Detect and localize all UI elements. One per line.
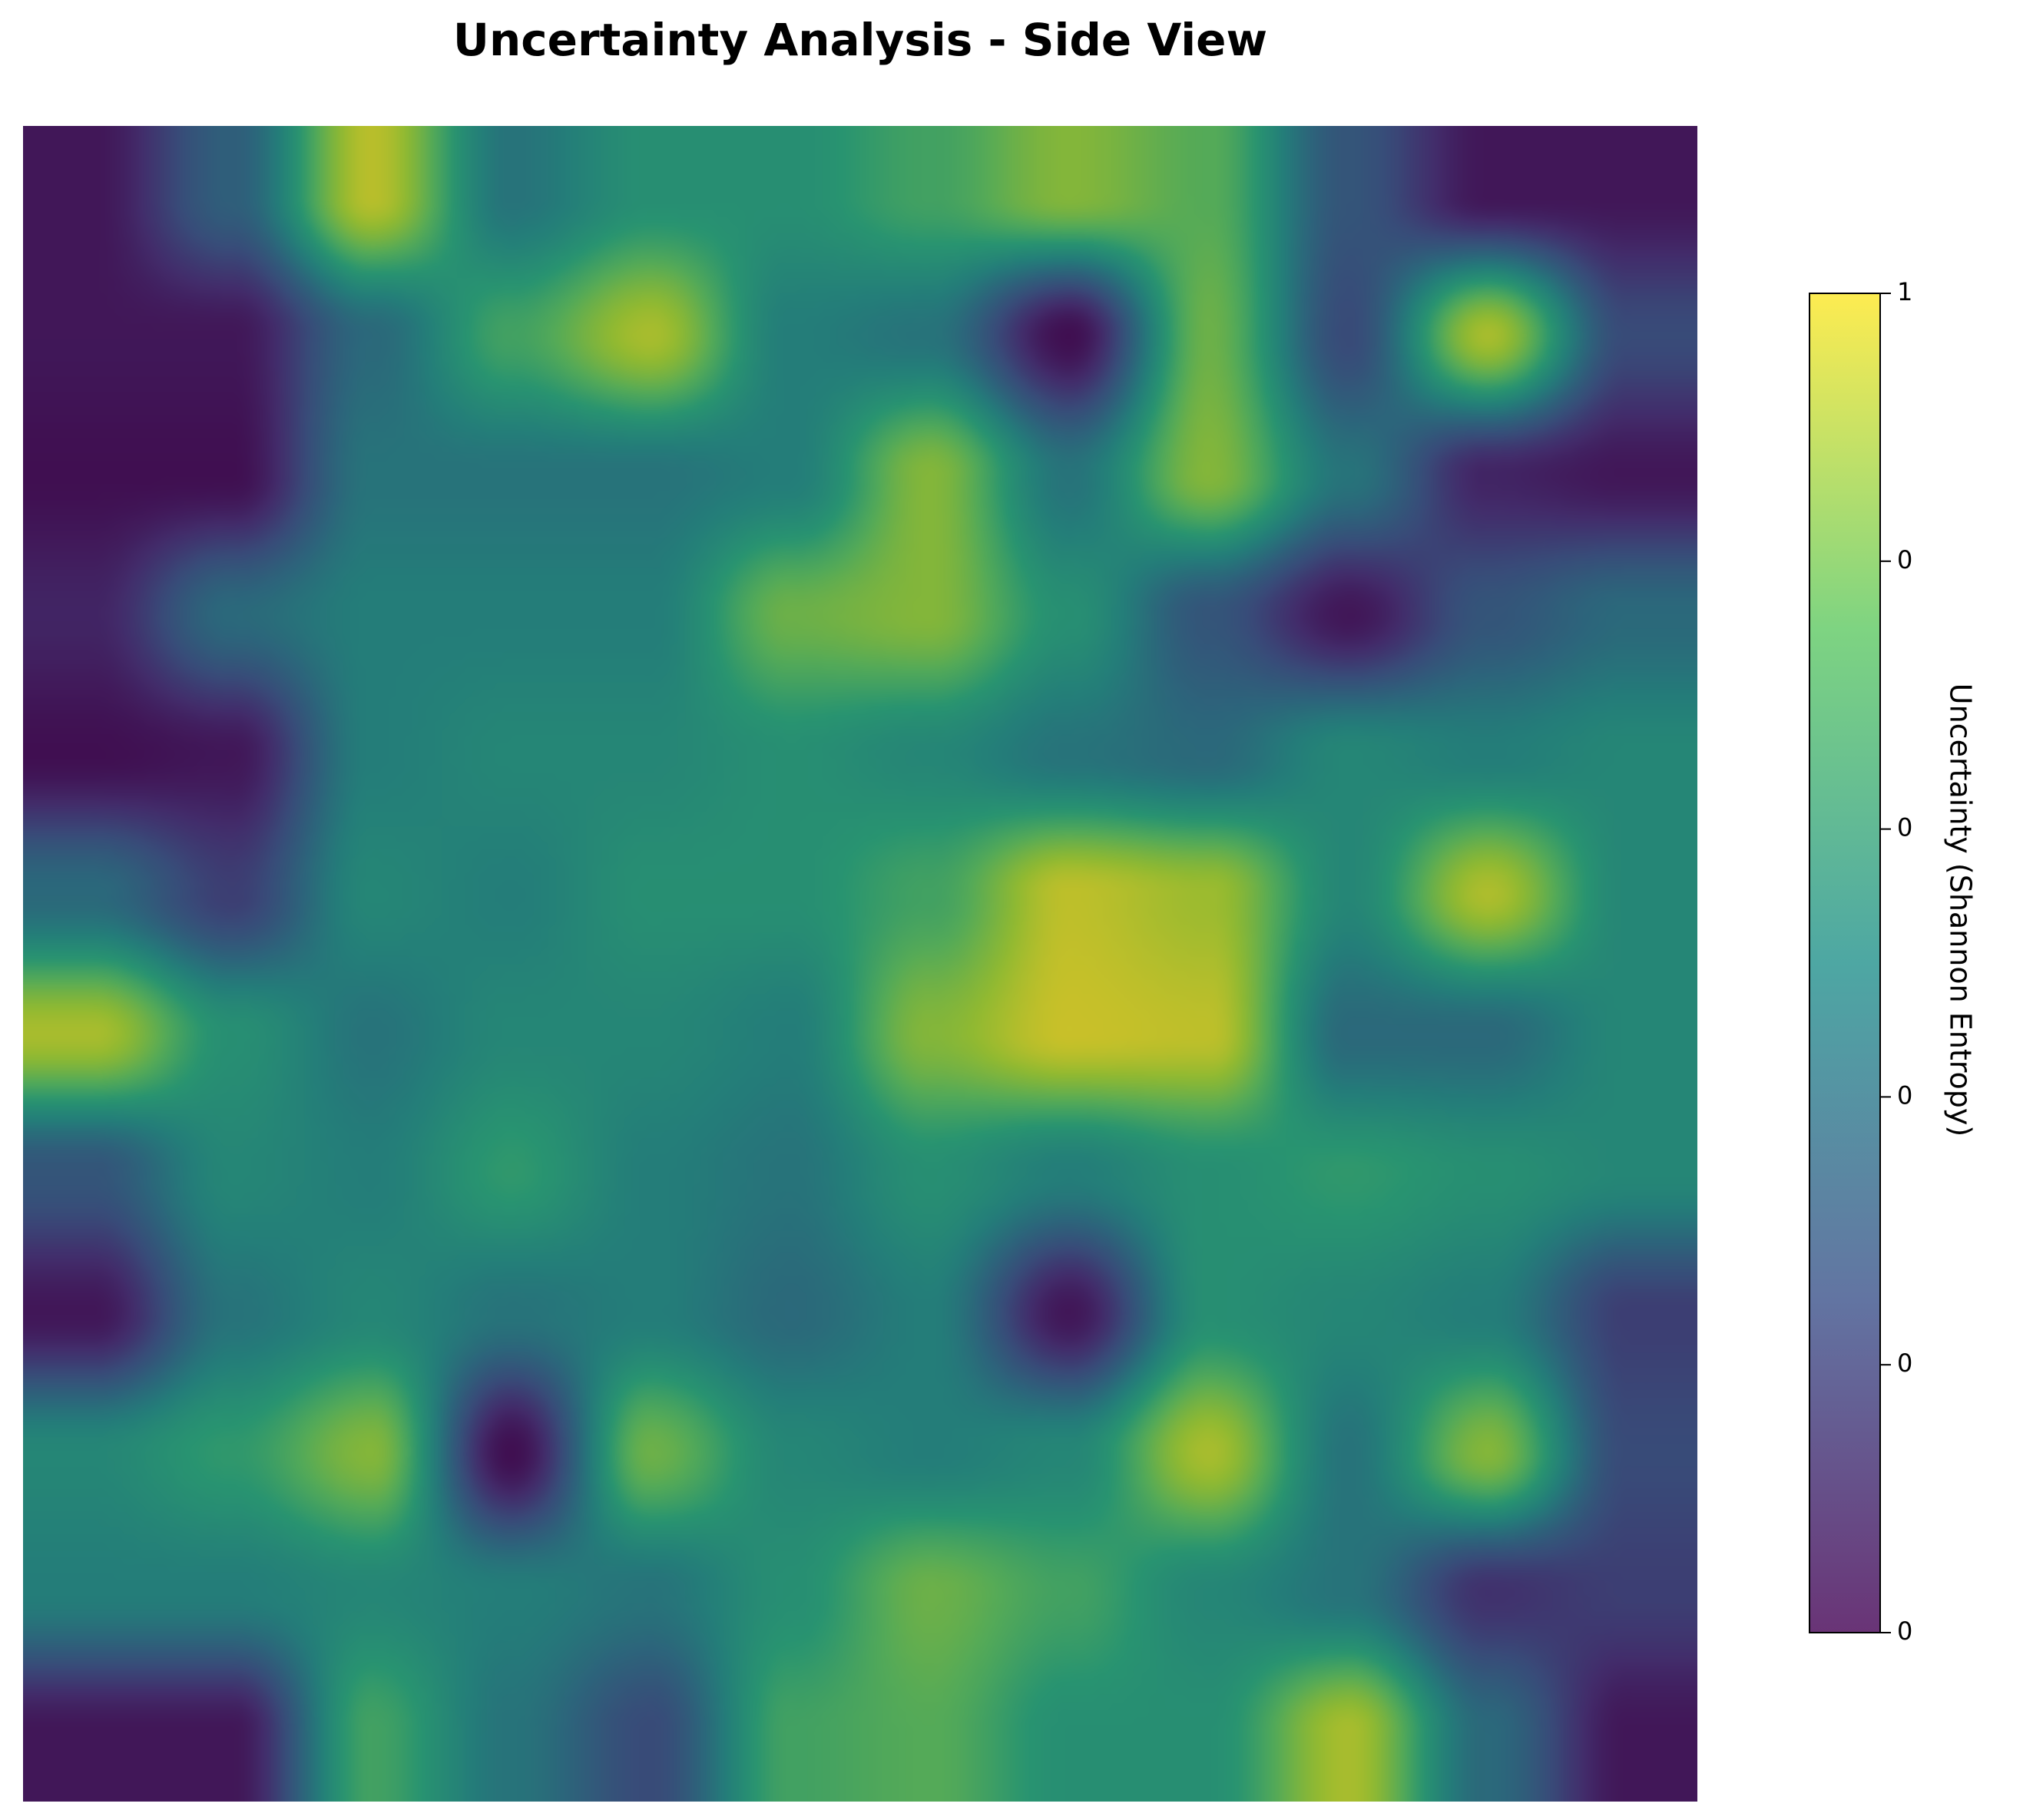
chart-title: Uncertainty Analysis - Side View: [452, 14, 1268, 66]
colorbar-gradient: [1809, 293, 1881, 1633]
colorbar-label: Uncertainty (Shannon Entropy): [1944, 683, 1978, 1137]
colorbar-tick-label: 0.8: [1897, 545, 1912, 574]
colorbar-tick-label: 0.4: [1897, 1080, 1912, 1110]
colorbar-tick-label: 0.0: [1897, 1616, 1912, 1643]
colorbar-label-container: Uncertainty (Shannon Entropy): [1944, 683, 1978, 1137]
heatmap: [23, 126, 1697, 1802]
colorbar-ticks: 0.0 0.2 0.4 0.6 0.8 1.0: [1880, 277, 1912, 1643]
colorbar-tick-label: 1.0: [1897, 277, 1912, 306]
colorbar: 0.0 0.2 0.4 0.6 0.8 1.0: [1809, 277, 1912, 1643]
colorbar-tick-label: 0.2: [1897, 1348, 1912, 1378]
colorbar-tick-label: 0.6: [1897, 813, 1912, 842]
